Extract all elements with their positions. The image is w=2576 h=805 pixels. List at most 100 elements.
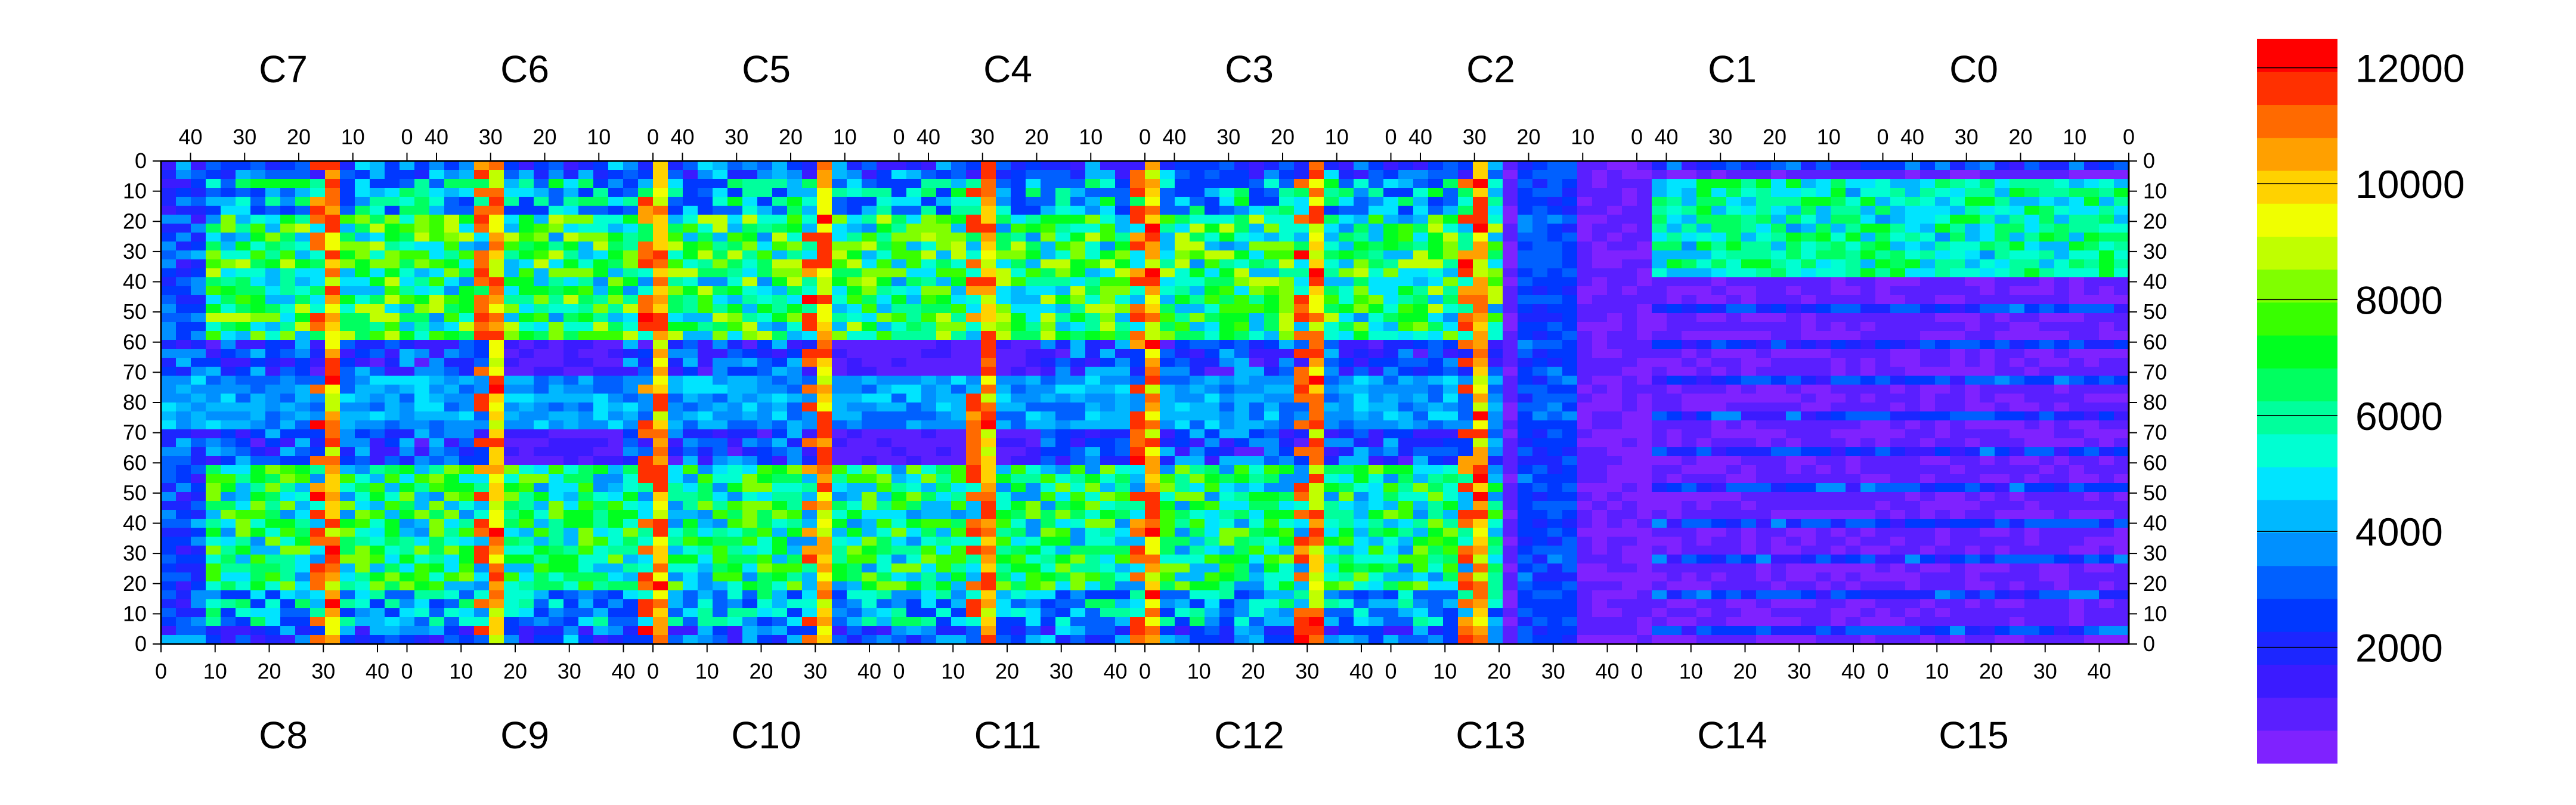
heatmap-cell	[1234, 313, 1250, 323]
heatmap-cell	[1041, 402, 1056, 412]
heatmap-cell	[1711, 456, 1727, 466]
heatmap-cell	[1309, 259, 1324, 269]
heatmap-cell	[772, 429, 788, 439]
heatmap-cell	[1085, 358, 1101, 367]
heatmap-cell	[1145, 474, 1160, 484]
heatmap-cell	[191, 447, 206, 457]
heatmap-cell	[1234, 402, 1250, 412]
heatmap-cell	[966, 367, 982, 376]
heatmap-cell	[1562, 197, 1578, 206]
heatmap-cell	[1846, 420, 1861, 430]
heatmap-cell	[1786, 286, 1801, 296]
heatmap-cell	[414, 340, 430, 349]
heatmap-cell	[1637, 250, 1652, 260]
heatmap-cell	[2010, 340, 2025, 349]
heatmap-cell	[757, 465, 773, 475]
heatmap-cell	[206, 313, 221, 323]
heatmap-cell	[1190, 179, 1205, 188]
heatmap-cell	[1667, 277, 1682, 287]
heatmap-cell	[1041, 197, 1056, 206]
heatmap-cell	[1368, 456, 1384, 466]
heatmap-cell	[578, 456, 594, 466]
heatmap-cell	[1846, 233, 1861, 242]
heatmap-cell	[638, 429, 654, 439]
heatmap-cell	[891, 215, 907, 224]
heatmap-cell	[1965, 438, 1980, 448]
heatmap-cell	[1264, 376, 1280, 385]
heatmap-cell	[325, 385, 340, 394]
heatmap-cell	[564, 447, 579, 457]
heatmap-cell	[817, 492, 832, 501]
heatmap-cell	[236, 483, 251, 493]
heatmap-cell	[206, 358, 221, 367]
heatmap-cell	[519, 215, 534, 224]
heatmap-cell	[1503, 313, 1518, 323]
heatmap-cell	[1890, 349, 1906, 358]
heatmap-cell	[1175, 259, 1190, 269]
heatmap-cell	[2054, 295, 2070, 305]
heatmap-cell	[1935, 188, 1950, 197]
heatmap-cell	[429, 394, 445, 403]
heatmap-cell	[1249, 411, 1265, 421]
heatmap-cell	[966, 394, 982, 403]
heatmap-cell	[310, 447, 326, 457]
heatmap-cell	[1711, 304, 1727, 314]
heatmap-cell	[1592, 197, 1608, 206]
heatmap-cell	[1055, 197, 1071, 206]
heatmap-cell	[2010, 394, 2025, 403]
heatmap-cell	[444, 233, 460, 242]
heatmap-cell	[2099, 376, 2114, 385]
heatmap-cell	[1264, 420, 1280, 430]
heatmap-cell	[2099, 367, 2114, 376]
heatmap-cell	[757, 188, 773, 197]
heatmap-cell	[250, 367, 266, 376]
heatmap-cell	[802, 385, 818, 394]
heatmap-cell	[1920, 411, 1936, 421]
heatmap-cell	[221, 402, 236, 412]
heatmap-cell	[1428, 286, 1444, 296]
heatmap-cell	[996, 331, 1011, 340]
heatmap-cell	[1205, 188, 1220, 197]
heatmap-cell	[772, 170, 788, 179]
heatmap-cell	[295, 394, 311, 403]
heatmap-cell	[1667, 411, 1682, 421]
heatmap-cell	[1324, 188, 1339, 197]
heatmap-cell	[966, 456, 982, 466]
heatmap-cell	[1175, 295, 1190, 305]
heatmap-cell	[250, 250, 266, 260]
heatmap-cell	[1592, 268, 1608, 278]
heatmap-cell	[623, 394, 639, 403]
heatmap-cell	[1413, 206, 1429, 215]
heatmap-cell	[713, 358, 728, 367]
heatmap-cell	[370, 331, 385, 340]
heatmap-cell	[1503, 492, 1518, 501]
heatmap-cell	[1011, 402, 1026, 412]
heatmap-cell	[1816, 438, 1831, 448]
heatmap-cell	[2010, 438, 2025, 448]
heatmap-cell	[1294, 268, 1309, 278]
heatmap-cell	[1428, 233, 1444, 242]
heatmap-cell	[459, 268, 475, 278]
heatmap-cell	[1041, 394, 1056, 403]
heatmap-cell	[1130, 358, 1145, 367]
heatmap-cell	[1682, 483, 1697, 493]
heatmap-cell	[1428, 447, 1444, 457]
heatmap-cell	[817, 322, 832, 332]
heatmap-cell	[921, 259, 937, 269]
heatmap-cell	[325, 170, 340, 179]
heatmap-cell	[1831, 429, 1846, 439]
heatmap-cell	[936, 170, 952, 179]
heatmap-cell	[1995, 179, 2010, 188]
heatmap-cell	[429, 340, 445, 349]
heatmap-cell	[265, 188, 281, 197]
heatmap-cell	[742, 474, 758, 484]
heatmap-cell	[161, 358, 177, 367]
heatmap-cell	[489, 376, 504, 385]
heatmap-cell	[1547, 233, 1563, 242]
heatmap-cell	[862, 188, 877, 197]
heatmap-cell	[265, 331, 281, 340]
heatmap-cell	[355, 385, 370, 394]
heatmap-cell	[1652, 429, 1667, 439]
heatmap-cell	[951, 340, 967, 349]
heatmap-cell	[400, 179, 415, 188]
